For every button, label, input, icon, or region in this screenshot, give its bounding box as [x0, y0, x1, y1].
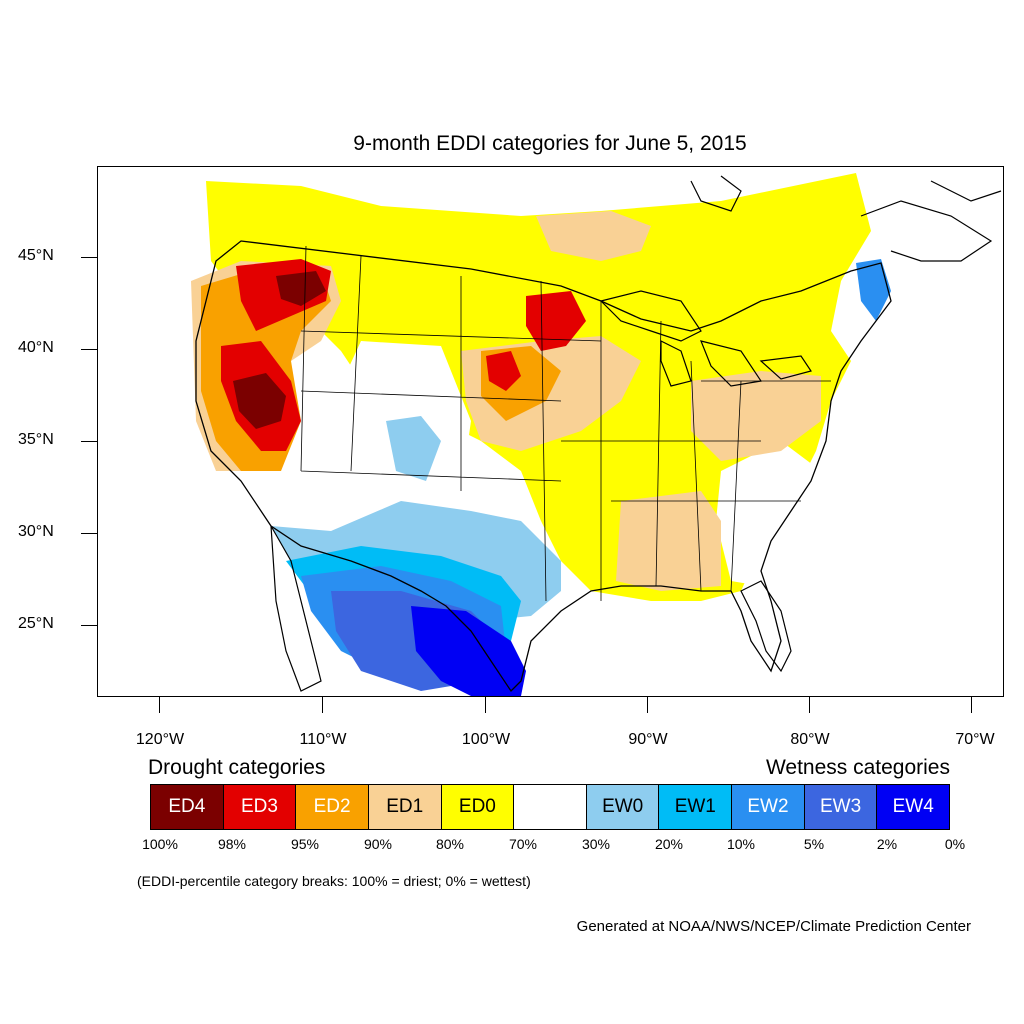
region-ew0-nm — [386, 416, 441, 481]
lat-label-30: 30°N — [18, 523, 54, 540]
lon-label-110w: 110°W — [299, 731, 347, 748]
drought-categories-heading: Drought categories — [148, 756, 326, 779]
region-ed1-ohio — [691, 371, 821, 461]
lon-label-70w: 70°W — [955, 731, 995, 748]
credit-line: Generated at NOAA/NWS/NCEP/Climate Predi… — [576, 918, 971, 935]
lon-tick — [647, 697, 648, 713]
us-outline — [195, 240, 892, 693]
region-ed1-south — [616, 491, 721, 591]
category-breaks-note: (EDDI-percentile category breaks: 100% =… — [137, 873, 531, 889]
percent-break-10: 10% — [726, 836, 756, 852]
region-ed1-northplains — [536, 211, 651, 261]
percent-break-90: 90% — [363, 836, 393, 852]
lon-tick — [971, 697, 972, 713]
lon-tick — [485, 697, 486, 713]
legend-cell-ed4: ED4 — [151, 785, 224, 829]
lon-tick — [809, 697, 810, 713]
florida — [740, 580, 792, 673]
lat-tick — [81, 349, 97, 350]
lon-label-90w: 90°W — [628, 731, 668, 748]
lat-label-25: 25°N — [18, 615, 54, 632]
legend-cell-ew4: EW4 — [877, 785, 950, 829]
map-title: 9-month EDDI categories for June 5, 2015 — [353, 132, 747, 155]
percent-break-80: 80% — [435, 836, 465, 852]
legend-cell-ew1: EW1 — [659, 785, 733, 829]
percent-break-100: 100% — [142, 836, 178, 852]
lat-label-35: 35°N — [18, 431, 54, 448]
percent-break-70: 70% — [508, 836, 538, 852]
region-ed4-or — [276, 271, 326, 306]
percent-break-0: 0% — [944, 836, 966, 852]
lat-tick — [81, 625, 97, 626]
state-lines — [300, 245, 831, 602]
legend-cell-ew0: EW0 — [586, 785, 660, 829]
legend-cell-ew3: EW3 — [804, 785, 878, 829]
lon-tick — [322, 697, 323, 713]
eddi-map — [191, 173, 1002, 696]
percent-break-30: 30% — [581, 836, 611, 852]
lat-tick — [81, 533, 97, 534]
lat-label-40: 40°N — [18, 339, 54, 356]
lat-tick — [81, 441, 97, 442]
percent-break-98: 98% — [217, 836, 247, 852]
region-ew4-tx — [411, 606, 526, 696]
wetness-categories-heading: Wetness categories — [765, 756, 950, 779]
percent-break-95: 95% — [290, 836, 320, 852]
legend-cell-neutral — [514, 785, 587, 829]
lat-tick — [81, 257, 97, 258]
legend-cell-ed3: ED3 — [223, 785, 297, 829]
lon-label-80w: 80°W — [790, 731, 830, 748]
lon-label-100w: 100°W — [461, 731, 511, 748]
percent-break-2: 2% — [876, 836, 898, 852]
category-legend: ED4 ED3 ED2 ED1 ED0 EW0 EW1 EW2 EW3 EW4 — [150, 784, 950, 830]
region-ew-maine — [856, 259, 891, 321]
great-lakes — [599, 290, 812, 387]
boundaries — [195, 175, 1002, 693]
lon-tick — [159, 697, 160, 713]
region-ed3-plains — [486, 351, 521, 391]
legend-cell-ed2: ED2 — [296, 785, 369, 829]
baja — [270, 525, 322, 692]
percent-break-20: 20% — [654, 836, 684, 852]
map-panel — [97, 166, 1004, 697]
category-shading — [191, 173, 891, 696]
canada-coast — [690, 175, 1002, 262]
legend-cell-ew2: EW2 — [732, 785, 805, 829]
lat-label-45: 45°N — [18, 247, 54, 264]
region-ed4-nv — [233, 373, 286, 429]
region-neutral-se — [716, 441, 821, 586]
legend-cell-ed1: ED1 — [368, 785, 442, 829]
percent-break-5: 5% — [803, 836, 825, 852]
legend-cell-ed0: ED0 — [441, 785, 515, 829]
lon-label-120w: 120°W — [135, 731, 185, 748]
